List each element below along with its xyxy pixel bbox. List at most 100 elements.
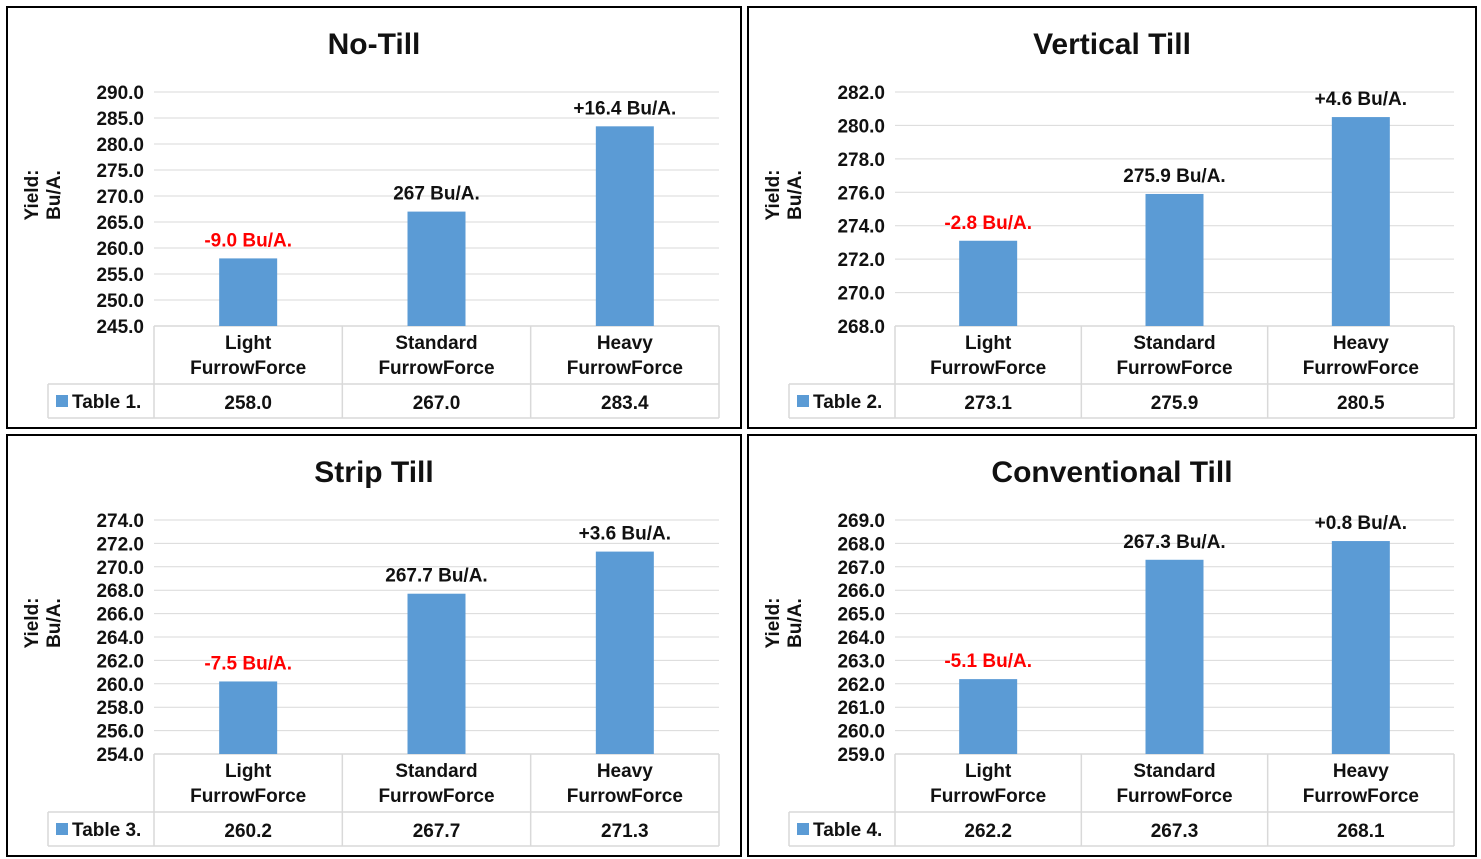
y-tick-label: 268.0 [837,534,885,555]
legend-swatch [56,823,68,835]
y-tick-label: 264.0 [96,628,144,649]
bar [1145,559,1204,754]
bar [595,126,654,326]
x-category-label: Light [225,761,272,782]
legend-label: Table 2. [813,392,882,413]
y-tick-label: 274.0 [837,217,885,238]
y-tick-label: 260.0 [96,239,144,260]
y-tick-label: 280.0 [96,135,144,156]
x-category-label: Standard [395,333,477,354]
x-category-label: Standard [395,761,477,782]
x-category-label: FurrowForce [378,786,494,807]
bar [959,679,1018,754]
bar [959,240,1018,326]
table-value: 262.2 [964,821,1012,842]
data-label: 275.9 Bu/A. [1123,166,1225,187]
data-label: -5.1 Bu/A. [944,651,1032,672]
y-tick-label: 265.0 [96,213,144,234]
chart-title: Vertical Till [1033,28,1191,61]
bar [407,593,466,754]
y-tick-label: 270.0 [96,187,144,208]
x-category-label: Heavy [1333,333,1389,354]
data-label: 267 Bu/A. [393,184,480,205]
y-tick-label: 260.0 [837,722,885,743]
bar-chart-plot: 268.0 270.0 272.0 274.0 276.0 278.0 280.0 282.0… [788,83,1455,419]
data-label: 267.3 Bu/A. [1123,532,1225,553]
x-category-label: FurrowForce [1303,786,1419,807]
y-tick-label: 269.0 [837,511,885,532]
y-tick-label: 272.0 [96,534,144,555]
x-category-label: FurrowForce [567,786,683,807]
x-category-label: FurrowForce [567,358,683,379]
x-category-label: FurrowForce [190,786,306,807]
y-tick-label: 258.0 [96,698,144,719]
legend-swatch [797,823,809,835]
y-tick-label: 260.0 [96,675,144,696]
y-tick-label: 263.0 [837,651,885,672]
table-value: 267.7 [413,821,461,842]
x-category-label: FurrowForce [1303,358,1419,379]
y-tick-label: 261.0 [837,698,885,719]
x-category-label: FurrowForce [930,358,1046,379]
chart-panel-conventional-till: Conventional Till Yield: Bu/A. 259.0 260.… [747,434,1477,857]
x-category-label: Heavy [597,761,653,782]
y-tick-label: 268.0 [837,317,885,338]
y-tick-label: 290.0 [96,83,144,104]
bar [219,258,278,326]
y-tick-label: 285.0 [96,109,144,130]
data-label: +3.6 Bu/A. [579,524,671,545]
bar [407,211,466,326]
y-tick-label: 267.0 [837,558,885,579]
y-tick-label: 280.0 [837,116,885,137]
chart-panel-strip-till: Strip Till Yield: Bu/A. 254.0 256.0 258.0 2… [6,434,742,857]
chart-title: Conventional Till [991,456,1233,489]
x-category-label: FurrowForce [378,358,494,379]
y-tick-label: 256.0 [96,722,144,743]
y-tick-label: 282.0 [837,83,885,104]
table-value: 268.1 [1337,821,1385,842]
bar [1145,193,1204,326]
y-tick-label: 274.0 [96,511,144,532]
x-category-label: Light [965,761,1012,782]
table-value: 275.9 [1151,393,1199,414]
legend-swatch [56,395,68,407]
data-label: +16.4 Bu/A. [573,98,676,119]
data-label: 267.7 Bu/A. [385,566,487,587]
x-category-label: Standard [1133,333,1215,354]
y-tick-label: 259.0 [837,745,885,766]
bar [1331,541,1390,754]
y-tick-label: 278.0 [837,150,885,171]
table-value: 258.0 [224,393,272,414]
y-tick-label: 266.0 [96,605,144,626]
y-tick-label: 266.0 [837,581,885,602]
legend-label: Table 4. [813,820,882,841]
y-tick-label: 270.0 [837,284,885,305]
table-value: 267.0 [413,393,461,414]
y-tick-label: 265.0 [837,605,885,626]
data-label: +4.6 Bu/A. [1315,89,1407,110]
bar [1331,117,1390,326]
chart-panel-vertical-till: Vertical Till Yield: Bu/A. 268.0 270.0 272… [747,6,1477,429]
chart-panel-no-till: No-Till Yield: Bu/A. 245.0 250.0 255.0 260.… [6,6,742,429]
x-category-label: Light [225,333,272,354]
table-value: 280.5 [1337,393,1385,414]
y-tick-label: 276.0 [837,183,885,204]
data-label: -9.0 Bu/A. [204,230,292,251]
y-tick-label: 264.0 [837,628,885,649]
y-tick-label: 262.0 [837,675,885,696]
data-label: -7.5 Bu/A. [204,653,292,674]
x-category-label: Light [965,333,1012,354]
bar [595,551,654,754]
x-category-label: Heavy [597,333,653,354]
chart-title: No-Till [327,28,421,61]
bar-chart-plot: 245.0 250.0 255.0 260.0 265.0 270.0 275.0 280.0… [47,83,720,419]
table-value: 283.4 [601,393,649,414]
y-tick-label: 254.0 [96,745,144,766]
data-label: -2.8 Bu/A. [944,213,1032,234]
table-value: 271.3 [601,821,649,842]
y-tick-label: 262.0 [96,651,144,672]
legend-label: Table 3. [72,820,141,841]
x-category-label: FurrowForce [190,358,306,379]
table-value: 273.1 [964,393,1012,414]
